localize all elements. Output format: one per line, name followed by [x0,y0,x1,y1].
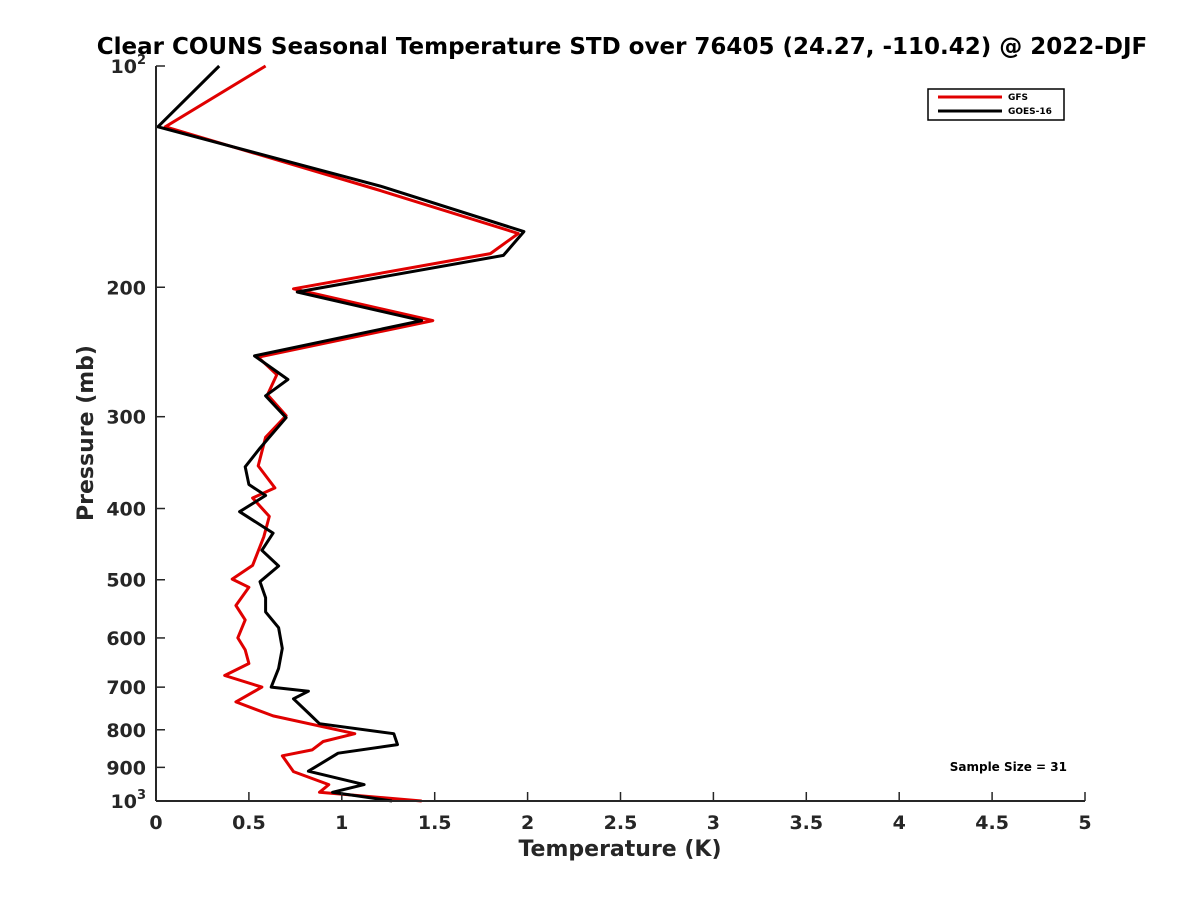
legend-label-goes16: GOES-16 [1008,107,1052,117]
x-tick-label: 4 [893,812,906,834]
x-tick-label: 3 [707,812,720,834]
y-tick-label: 800 [106,720,146,742]
x-tick-label: 0.5 [232,812,266,834]
y-tick-label: 600 [106,628,146,650]
x-tick-label: 4.5 [975,812,1009,834]
chart-title: Clear COUNS Seasonal Temperature STD ove… [97,34,1147,60]
x-tick-label: 1 [335,812,348,834]
y-tick-label: 900 [106,757,146,779]
x-ticks: 0 0.5 1 1.5 2 2.5 3 3.5 4 4.5 5 [149,792,1092,834]
y-tick-label: 300 [106,407,146,429]
legend: GFS GOES-16 [927,88,1065,121]
series-line-gfs [163,64,520,803]
plot-lines [156,64,526,803]
legend-box [927,88,1065,121]
y-axis-label: Pressure (mb) [74,345,99,521]
x-tick-label: 2 [521,812,534,834]
x-tick-label: 1.5 [418,812,452,834]
y-tick-label: 200 [106,277,146,299]
series-line-goes16 [156,64,526,803]
x-tick-label: 2.5 [604,812,638,834]
y-tick-label: 500 [106,570,146,592]
x-tick-label: 5 [1078,812,1091,834]
y-tick-label: 400 [106,499,146,521]
x-tick-label: 3.5 [789,812,823,834]
y-tick-label: 700 [106,677,146,699]
x-tick-label: 0 [149,812,162,834]
y-tick-label: 103 [111,788,147,813]
x-axis-label: Temperature (K) [518,837,721,862]
legend-label-gfs: GFS [1008,93,1028,103]
sample-size-annotation: Sample Size = 31 [950,760,1067,774]
